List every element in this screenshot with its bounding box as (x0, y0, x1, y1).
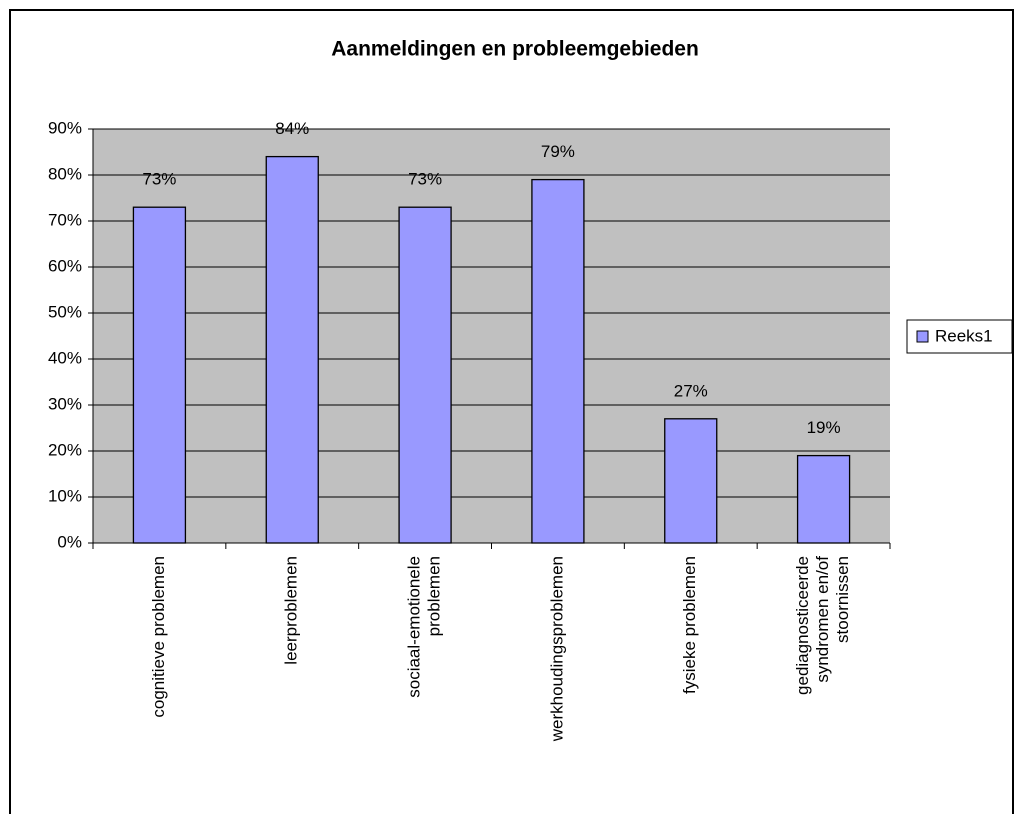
value-label: 73% (142, 170, 176, 189)
x-tick-label: cognitieve problemen (149, 556, 168, 718)
value-label: 19% (807, 418, 841, 437)
y-tick-label: 10% (48, 486, 82, 505)
bar (531, 178, 585, 544)
chart-title: Aanmeldingen en probleemgebieden (331, 38, 699, 61)
plot-area (93, 129, 890, 543)
y-tick-label: 90% (48, 118, 82, 137)
y-tick-label: 80% (48, 164, 82, 183)
y-tick-label: 30% (48, 394, 82, 413)
bar (398, 206, 452, 544)
y-tick-label: 50% (48, 302, 82, 321)
value-label: 79% (541, 142, 575, 161)
bar (664, 418, 718, 544)
x-tick-label: gediagnosticeerde (793, 556, 812, 695)
x-tick-label: syndromen en/of (813, 556, 832, 683)
legend-marker (916, 330, 929, 343)
y-tick-label: 40% (48, 348, 82, 367)
y-tick-label: 60% (48, 256, 82, 275)
value-label: 84% (275, 119, 309, 138)
value-label: 27% (674, 381, 708, 400)
y-tick-label: 0% (57, 532, 82, 551)
x-tick-label: problemen (425, 556, 444, 636)
value-label: 73% (408, 170, 442, 189)
bar (796, 454, 851, 544)
x-tick-label: sociaal-emotionele (405, 556, 424, 698)
x-tick-label: stoornissen (833, 556, 852, 643)
x-tick-label: werkhoudingsproblemen (547, 556, 566, 742)
legend-label: Reeks1 (935, 326, 993, 345)
x-tick-label: leerproblemen (282, 556, 301, 665)
x-tick-label: fysieke problemen (680, 556, 699, 694)
bar (265, 155, 319, 544)
y-tick-label: 20% (48, 440, 82, 459)
y-tick-label: 70% (48, 210, 82, 229)
bar (132, 206, 187, 544)
